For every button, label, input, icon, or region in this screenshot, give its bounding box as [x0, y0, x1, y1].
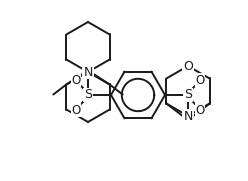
Text: S: S — [84, 89, 92, 102]
Text: O: O — [71, 73, 81, 87]
Text: N: N — [83, 66, 93, 79]
Text: S: S — [184, 89, 192, 102]
Text: O: O — [195, 104, 205, 117]
Text: N: N — [183, 110, 193, 123]
Text: O: O — [195, 73, 205, 87]
FancyBboxPatch shape — [82, 66, 94, 78]
FancyBboxPatch shape — [182, 110, 194, 122]
FancyBboxPatch shape — [182, 60, 194, 72]
Text: N: N — [183, 110, 193, 123]
Text: O: O — [183, 60, 193, 73]
Text: O: O — [71, 104, 81, 117]
Text: N: N — [83, 66, 93, 79]
